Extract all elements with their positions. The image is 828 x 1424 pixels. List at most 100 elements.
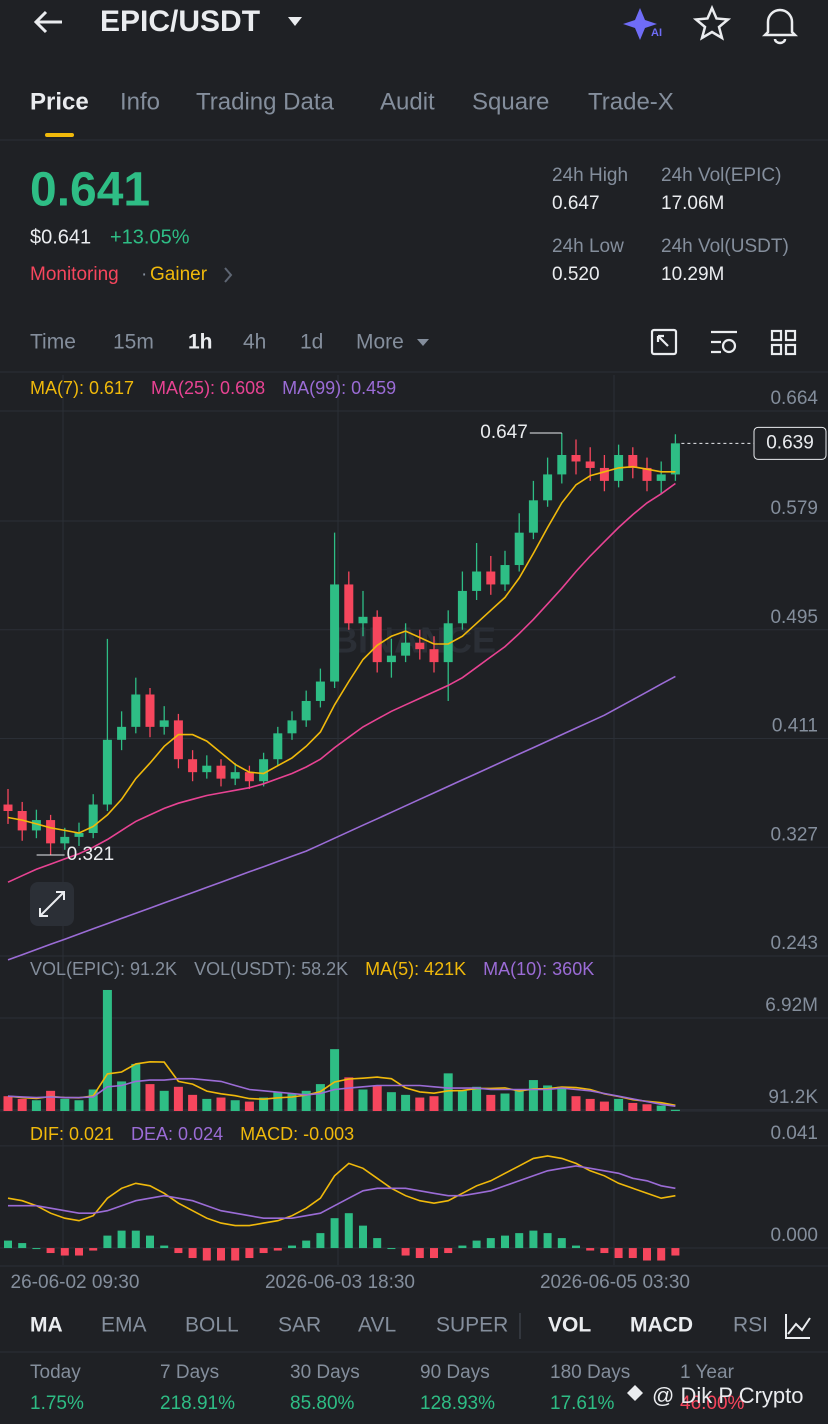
y-tick-label: 0.243: [770, 933, 818, 954]
volume-bar: [614, 1098, 624, 1111]
fullscreen-button[interactable]: [650, 328, 678, 356]
macd-bar: [430, 1248, 438, 1259]
macd-bar: [4, 1240, 12, 1249]
interval[interactable]: 15m: [113, 331, 154, 354]
tag-arrow[interactable]: [224, 267, 233, 283]
candle-body: [571, 455, 581, 462]
more-dropdown[interactable]: [417, 339, 429, 346]
macd-bar: [501, 1235, 509, 1249]
tag[interactable]: Monitoring: [30, 264, 119, 285]
x-tick-label: 2026-06-05 03:30: [540, 1272, 690, 1293]
y-tick-label: 6.92M: [765, 995, 818, 1016]
indicator-tab[interactable]: MACD: [630, 1314, 693, 1337]
macd-bar: [600, 1248, 609, 1254]
tab[interactable]: Info: [120, 88, 160, 115]
macd-bar: [245, 1248, 254, 1259]
y-tick-label: 0.664: [770, 388, 818, 409]
candle-body: [429, 649, 439, 663]
indicator-tab[interactable]: SAR: [278, 1314, 321, 1337]
candle-body: [145, 694, 155, 727]
y-tick-label: 0.327: [770, 824, 818, 845]
candle-body: [46, 820, 56, 844]
favorite-button[interactable]: [692, 4, 732, 41]
volume-bar: [670, 1109, 680, 1111]
volume-bar: [429, 1096, 439, 1111]
stat-label: 24h Vol(USDT): [661, 236, 789, 257]
interval[interactable]: More: [356, 331, 404, 354]
expand-button[interactable]: [30, 882, 74, 926]
notification-button[interactable]: [761, 8, 799, 45]
macd-bar: [657, 1248, 666, 1261]
macd-bar: [288, 1245, 296, 1249]
indicator-line: [7, 1077, 676, 1107]
macd-bar: [359, 1225, 367, 1249]
candle-body: [330, 584, 340, 682]
svg-text:AI: AI: [651, 27, 662, 39]
macd-bar: [160, 1245, 169, 1249]
volume-bar: [330, 1049, 340, 1111]
candle-body: [457, 590, 467, 624]
candle-body: [88, 804, 98, 834]
period-label: 7 Days: [160, 1362, 219, 1383]
ai-icon[interactable]: AI: [623, 8, 662, 40]
volume-bar: [46, 1090, 56, 1111]
candle-body: [244, 772, 254, 782]
interval[interactable]: 1h: [188, 331, 213, 354]
period-label: 30 Days: [290, 1362, 360, 1383]
volume-bar: [173, 1086, 183, 1111]
pair-title[interactable]: EPIC/USDT: [100, 5, 260, 38]
macd-bar: [529, 1230, 538, 1249]
indicator-tab[interactable]: BOLL: [185, 1314, 239, 1337]
legend-entry: MA(5): 421K: [365, 959, 466, 979]
legend-entry: MA(99): 0.459: [282, 378, 396, 398]
candle-body: [500, 565, 510, 585]
volume-bar: [31, 1100, 41, 1111]
candle-body: [656, 474, 666, 481]
candle-body: [599, 467, 609, 481]
volume-bar: [557, 1086, 567, 1111]
back-button[interactable]: [33, 10, 62, 34]
macd-bar: [628, 1248, 637, 1259]
volume-bar: [216, 1097, 226, 1111]
tab[interactable]: Trade-X: [588, 88, 674, 115]
settings-button[interactable]: [711, 330, 737, 354]
indicator-tab[interactable]: VOL: [548, 1314, 591, 1337]
volume-bar: [500, 1093, 510, 1111]
indicator-tab[interactable]: EMA: [101, 1314, 147, 1337]
interval[interactable]: 4h: [243, 331, 266, 354]
tab[interactable]: Audit: [380, 88, 435, 115]
indicator-tab[interactable]: MA: [30, 1314, 63, 1337]
macd-bar: [515, 1233, 524, 1249]
pair-dropdown[interactable]: [288, 17, 302, 26]
macd-bar: [89, 1248, 98, 1251]
y-tick-label: 91.2K: [768, 1087, 818, 1108]
interval[interactable]: 1d: [300, 331, 323, 354]
tab[interactable]: Square: [472, 88, 549, 115]
volume-bar: [273, 1092, 283, 1111]
candle-body: [585, 461, 595, 468]
volume-bar: [543, 1085, 553, 1111]
stat-value: 0.647: [552, 193, 600, 214]
legend-entry: DIF: 0.021: [30, 1124, 114, 1144]
candle-body: [401, 642, 411, 656]
period-label: 180 Days: [550, 1362, 630, 1383]
candle-body: [543, 474, 553, 501]
indicator-tab[interactable]: AVL: [358, 1314, 396, 1337]
indicator-tab[interactable]: RSI: [733, 1314, 768, 1337]
period-label: Today: [30, 1362, 81, 1383]
tag[interactable]: Gainer: [150, 264, 208, 285]
volume-bar: [358, 1089, 368, 1111]
drawing-tool-button[interactable]: [785, 1314, 811, 1339]
macd-bar: [486, 1238, 495, 1249]
indicator-tab[interactable]: SUPER: [436, 1314, 508, 1337]
tab[interactable]: Price: [30, 88, 89, 115]
volume-bar: [244, 1101, 254, 1111]
stat-value: 10.29M: [661, 264, 724, 285]
macd-bar: [316, 1233, 325, 1249]
layout-button[interactable]: [770, 329, 797, 356]
active-tab-indicator: [45, 133, 74, 137]
macd-bar: [146, 1235, 154, 1249]
tab[interactable]: Trading Data: [196, 88, 335, 115]
usd-price: $0.641: [30, 226, 91, 248]
